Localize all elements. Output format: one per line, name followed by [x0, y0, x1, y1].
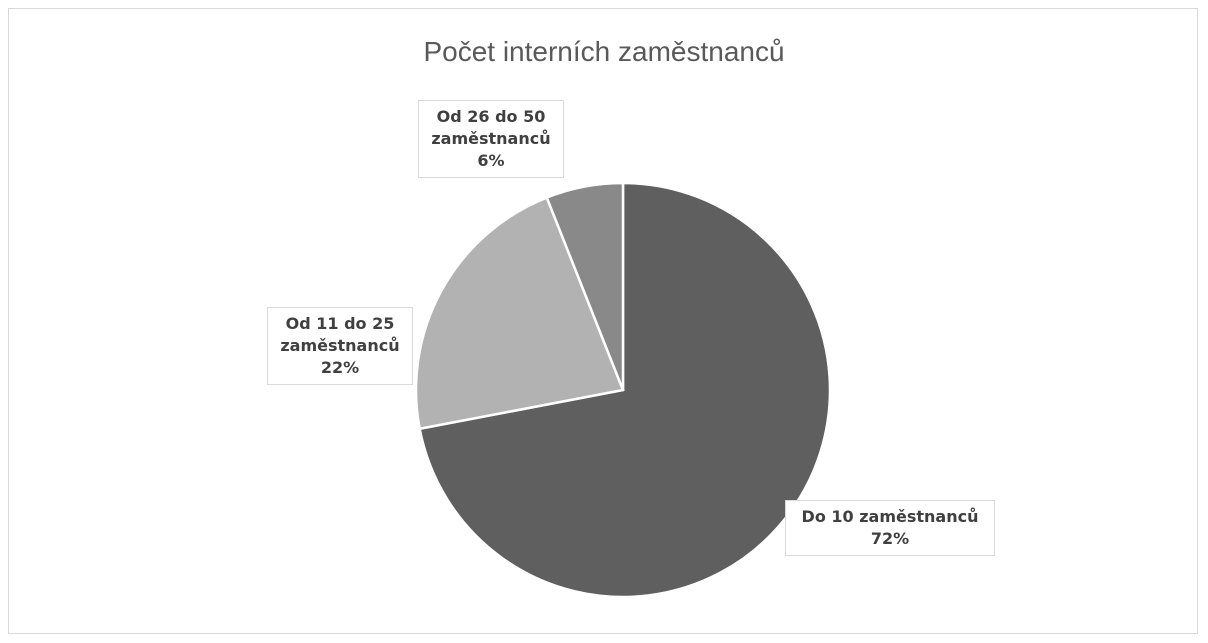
label-value: 22%	[320, 358, 360, 377]
data-label: Od 26 do 50 zaměstnanců 6%	[418, 100, 564, 178]
chart-title: Počet interních zaměstnanců	[423, 36, 785, 67]
chart-border	[8, 8, 1198, 634]
pie-slice	[418, 181, 832, 599]
label-category: Od 11 do 25 zaměstnanců	[280, 314, 400, 355]
data-label: Od 11 do 25 zaměstnanců 22%	[267, 307, 413, 385]
label-category: Do 10 zaměstnanců	[801, 507, 979, 526]
label-value: 72%	[870, 529, 910, 548]
pie-slice	[414, 195, 625, 431]
label-category: Od 26 do 50 zaměstnanců	[431, 107, 551, 148]
label-value: 6%	[477, 151, 505, 170]
pie-slice	[545, 181, 625, 391]
data-label: Do 10 zaměstnanců 72%	[785, 500, 995, 556]
